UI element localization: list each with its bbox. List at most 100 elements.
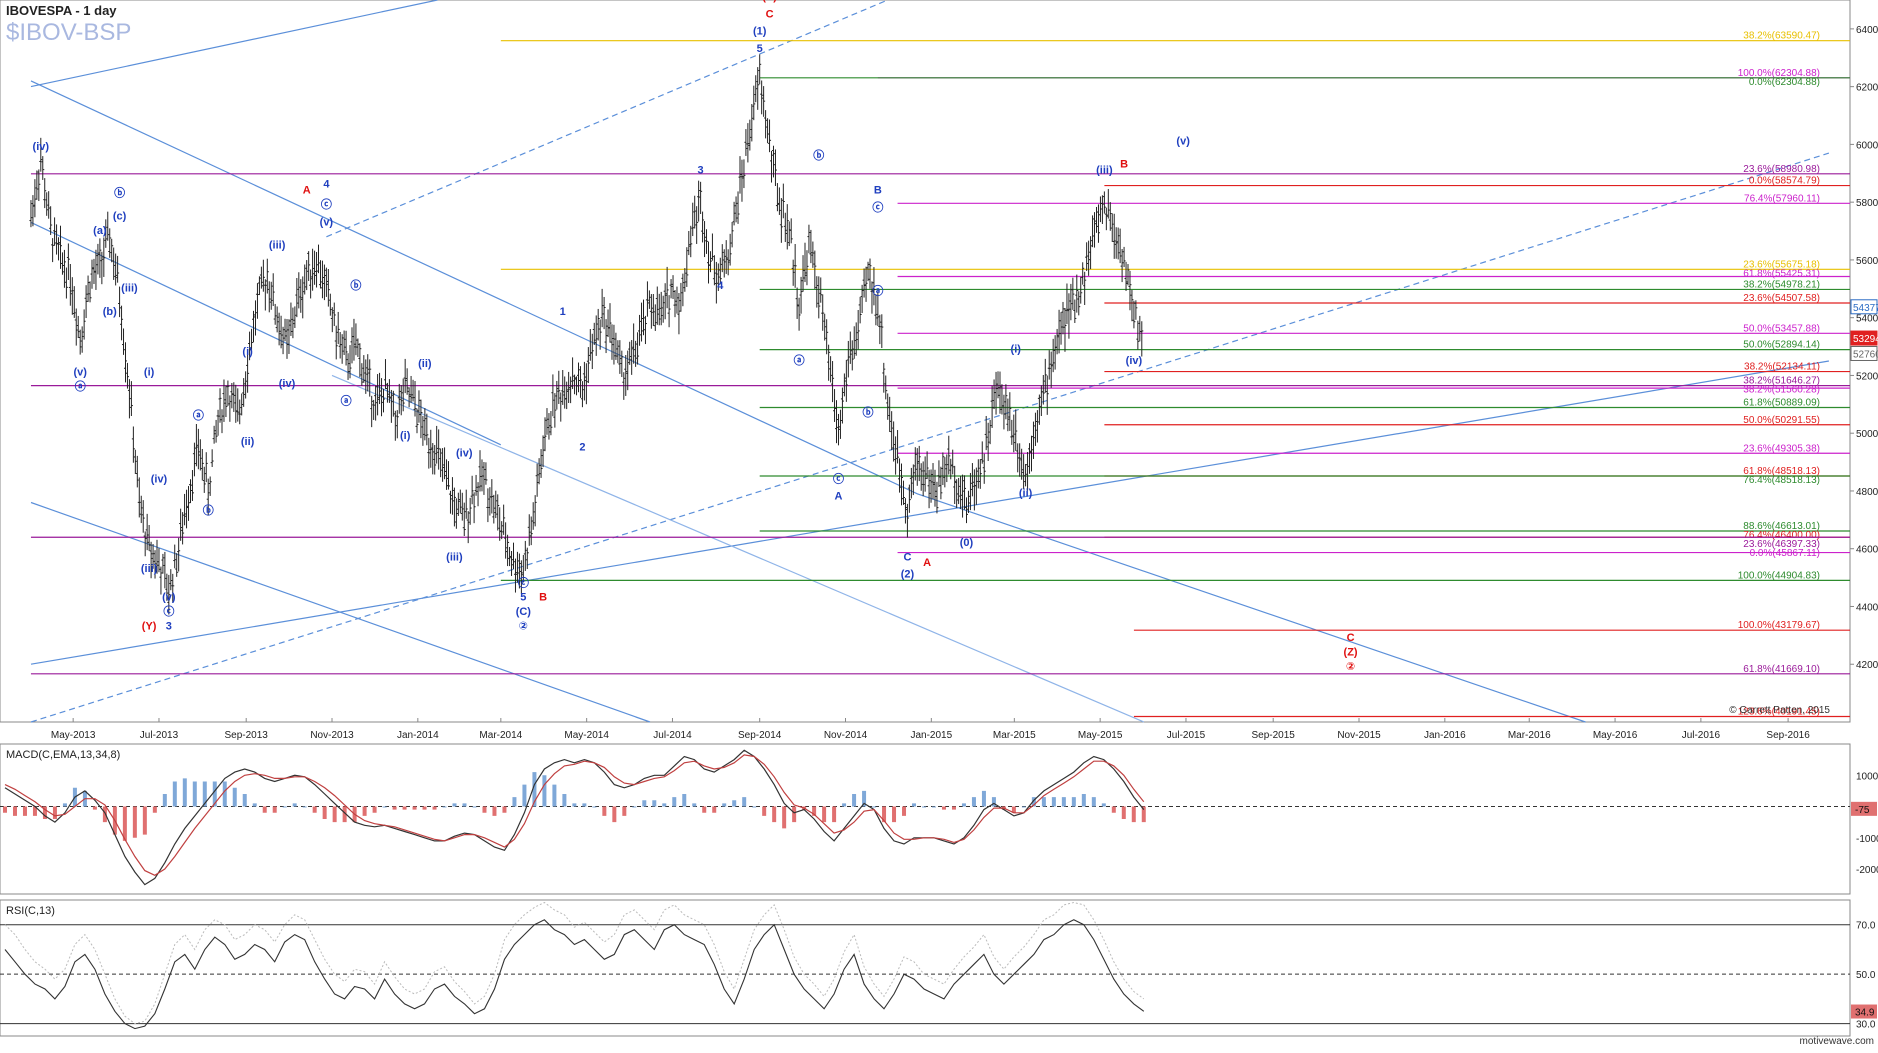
x-tick-label: Nov-2014 xyxy=(824,730,868,741)
macd-histogram-bar xyxy=(132,806,137,838)
macd-histogram-bar xyxy=(3,806,7,813)
macd-histogram-bar xyxy=(322,806,327,819)
x-tick-label: Jul-2016 xyxy=(1682,730,1721,741)
fib-level-label: 0.0%(62304.88) xyxy=(1749,77,1820,88)
macd-histogram-bar xyxy=(852,794,857,807)
macd-histogram-bar xyxy=(122,806,127,841)
x-tick-label: Mar-2015 xyxy=(993,730,1036,741)
macd-histogram-bar xyxy=(981,790,986,807)
macd-histogram-bar xyxy=(262,806,267,813)
x-tick-label: Jan-2015 xyxy=(910,730,952,741)
macd-histogram-bar xyxy=(672,797,677,807)
macd-histogram-bar xyxy=(492,806,497,816)
macd-histogram-bar xyxy=(52,806,57,819)
fib-level-label: 38.2%(54978.21) xyxy=(1743,279,1820,290)
macd-histogram-bar xyxy=(182,778,187,807)
macd-y-tick-label: -2000 xyxy=(1856,865,1878,876)
y-tick-label: 60000.00 xyxy=(1856,140,1878,151)
wave-label: A xyxy=(923,557,931,569)
x-tick-label: Jul-2013 xyxy=(140,730,179,741)
y-tick-label: 54000.00 xyxy=(1856,314,1878,325)
macd-histogram-bar xyxy=(822,806,827,823)
x-tick-label: Mar-2014 xyxy=(479,730,522,741)
macd-histogram-bar xyxy=(682,794,687,807)
macd-histogram-bar xyxy=(292,803,297,807)
fib-level-label: 76.4%(48518.13) xyxy=(1743,475,1820,486)
macd-histogram-bar xyxy=(692,803,697,807)
macd-histogram-bar xyxy=(1131,806,1136,823)
fib-level-label: 38.2%(51560.28) xyxy=(1743,385,1820,396)
x-tick-label: Sep-2015 xyxy=(1252,730,1296,741)
macd-histogram-bar xyxy=(1051,797,1056,807)
wave-label: (C) xyxy=(516,606,532,618)
fib-level-label: 61.8%(50889.09) xyxy=(1743,398,1820,409)
macd-histogram-bar xyxy=(742,797,747,807)
macd-histogram-bar xyxy=(782,806,787,829)
macd-histogram-bar xyxy=(612,806,617,823)
wave-label: (i) xyxy=(400,430,411,442)
fib-level-label: 61.8%(41669.10) xyxy=(1743,664,1820,675)
wave-label: (i) xyxy=(1011,343,1022,355)
wave-label: B xyxy=(1120,159,1128,171)
macd-histogram-bar xyxy=(12,806,17,816)
wave-label: 3 xyxy=(166,621,172,633)
rsi-y-tick-label: 70.0 xyxy=(1856,921,1876,932)
macd-histogram-bar xyxy=(372,806,377,813)
fib-level-label: 23.6%(46397.33) xyxy=(1743,539,1820,550)
macd-histogram-bar xyxy=(432,806,437,810)
macd-histogram-bar xyxy=(702,806,707,813)
macd-y-tick-label: 1000 xyxy=(1856,771,1878,782)
macd-histogram-bar xyxy=(192,781,197,807)
wave-label: (b) xyxy=(103,306,117,318)
macd-histogram-bar xyxy=(961,803,966,807)
fib-level-label: 88.6%(46613.01) xyxy=(1743,521,1820,532)
wave-label: ⓑ xyxy=(350,278,361,292)
fib-level-label: 50.0%(50291.55) xyxy=(1743,415,1820,426)
wave-label: ⓐ xyxy=(872,284,883,298)
macd-title: MACD(C,EMA,13,34,8) xyxy=(6,749,120,761)
macd-histogram-bar xyxy=(382,806,387,808)
macd-histogram-bar xyxy=(162,794,167,807)
x-tick-label: Jan-2014 xyxy=(397,730,439,741)
macd-histogram-bar xyxy=(812,806,817,816)
macd-histogram-bar xyxy=(1141,806,1146,823)
macd-histogram-bar xyxy=(552,784,557,807)
x-tick-label: Nov-2013 xyxy=(310,730,354,741)
macd-histogram-bar xyxy=(1061,797,1066,807)
wave-label: (iv) xyxy=(33,141,50,153)
macd-histogram-bar xyxy=(632,806,637,808)
macd-histogram-bar xyxy=(472,806,477,808)
macd-histogram-bar xyxy=(462,803,467,807)
wave-label: (c) xyxy=(113,210,127,222)
macd-histogram-bar xyxy=(832,806,837,823)
wave-label: C xyxy=(1347,632,1355,644)
trend-line xyxy=(30,152,1830,723)
macd-histogram-bar xyxy=(1081,794,1086,807)
wave-label: A xyxy=(303,184,311,196)
macd-histogram-bar xyxy=(452,803,457,807)
wave-label: C xyxy=(766,8,774,20)
macd-histogram-bar xyxy=(532,772,537,807)
macd-histogram-bar xyxy=(1041,797,1046,807)
wave-label: A xyxy=(835,491,843,503)
macd-histogram-bar xyxy=(862,790,867,807)
y-tick-label: 56000.00 xyxy=(1856,256,1878,267)
trend-line xyxy=(30,360,1829,665)
x-tick-label: Jul-2014 xyxy=(653,730,692,741)
macd-histogram-bar xyxy=(362,806,367,816)
macd-histogram-bar xyxy=(622,806,627,816)
macd-histogram-bar xyxy=(912,803,917,807)
macd-histogram-bar xyxy=(542,775,547,807)
macd-histogram-bar xyxy=(562,794,567,807)
wave-label: ② xyxy=(1346,661,1355,673)
fib-level-label: 61.8%(55425.31) xyxy=(1743,268,1820,279)
x-tick-label: May-2014 xyxy=(564,730,609,741)
y-tick-label: 58000.00 xyxy=(1856,198,1878,209)
macd-histogram-bar xyxy=(102,806,107,823)
macd-histogram-bar xyxy=(1101,803,1106,807)
wave-label: ⓐ xyxy=(341,393,352,407)
macd-histogram-bar xyxy=(312,806,317,813)
wave-label: (X) xyxy=(762,0,777,3)
trend-line xyxy=(30,221,502,446)
macd-histogram-bar xyxy=(991,797,996,807)
